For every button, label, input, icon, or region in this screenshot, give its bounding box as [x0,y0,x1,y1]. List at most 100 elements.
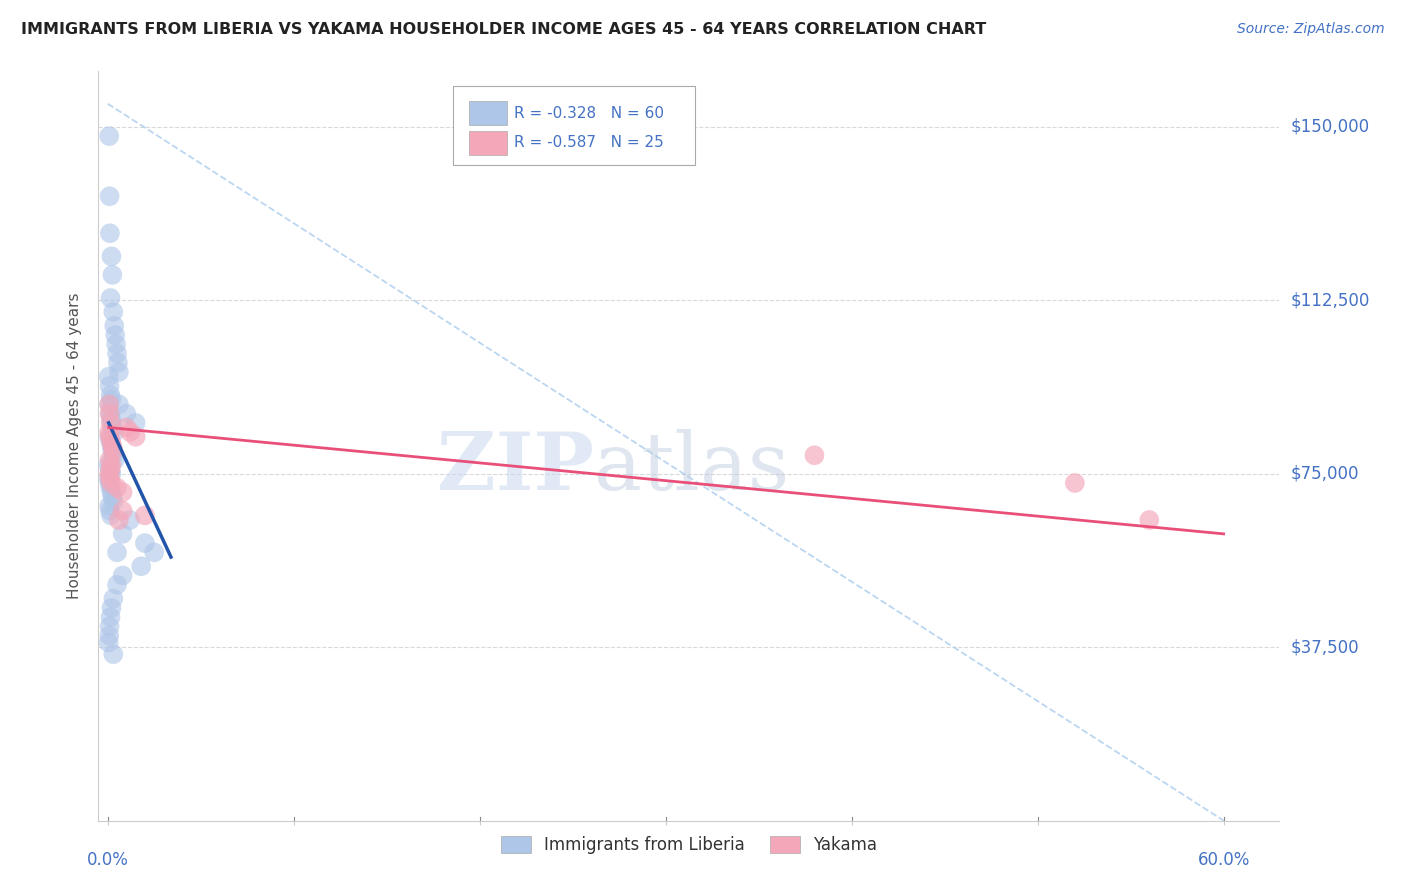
Point [97,458,120,472]
Point [105,337,128,351]
Point [98,499,121,513]
Point [100,481,122,495]
Text: $37,500: $37,500 [1291,638,1360,657]
Point [107,356,129,370]
Point [100,485,122,500]
Point [118,513,141,527]
Point [103,443,125,458]
Point [98,467,121,481]
Point [98,189,121,203]
Point [134,508,156,523]
Text: IMMIGRANTS FROM LIBERIA VS YAKAMA HOUSEHOLDER INCOME AGES 45 - 64 YEARS CORRELAT: IMMIGRANTS FROM LIBERIA VS YAKAMA HOUSEH… [21,22,987,37]
Point [108,513,131,527]
Point [105,545,128,559]
Point [101,490,124,504]
Point [100,392,122,407]
Point [101,268,124,282]
Point [100,416,122,430]
Point [100,610,122,624]
Point [98,407,121,421]
Point [98,129,121,144]
Point [100,434,122,449]
Point [103,494,125,508]
Text: Source: ZipAtlas.com: Source: ZipAtlas.com [1237,22,1385,37]
Point [111,485,134,500]
Point [1063,475,1085,490]
Point [108,397,131,411]
FancyBboxPatch shape [470,130,508,154]
Point [98,425,121,439]
Point [124,430,146,444]
FancyBboxPatch shape [470,102,508,125]
Point [1137,513,1160,527]
Point [134,536,156,550]
Point [98,430,121,444]
Point [101,443,124,458]
Text: $112,500: $112,500 [1291,292,1369,310]
Text: $75,000: $75,000 [1291,465,1360,483]
Point [101,439,124,453]
Point [101,420,124,434]
Point [98,226,121,240]
Point [98,619,121,633]
Point [98,629,121,643]
Point [98,504,121,518]
Point [115,420,138,434]
Point [103,647,125,661]
Point [104,328,127,343]
Point [129,559,152,574]
Point [100,411,122,425]
Point [100,475,122,490]
Point [111,568,134,582]
Point [100,465,122,479]
Point [100,439,122,453]
Point [105,578,128,592]
Point [803,448,825,462]
Point [105,481,128,495]
Point [100,434,122,449]
Point [103,425,125,439]
Point [104,453,127,467]
Text: ZIP: ZIP [437,429,595,508]
Point [98,453,121,467]
Point [108,365,131,379]
Point [103,305,125,319]
Point [100,249,122,263]
FancyBboxPatch shape [453,87,695,165]
Y-axis label: Householder Income Ages 45 - 64 years: Householder Income Ages 45 - 64 years [67,293,83,599]
Point [100,458,122,472]
Text: atlas: atlas [595,429,790,508]
Point [101,416,124,430]
Point [103,318,125,333]
Point [98,475,121,490]
Text: 0.0%: 0.0% [87,851,129,869]
Point [103,591,125,606]
Point [111,504,134,518]
Point [100,388,122,402]
Text: R = -0.587   N = 25: R = -0.587 N = 25 [515,135,664,150]
Point [98,471,121,485]
Legend: Immigrants from Liberia, Yakama: Immigrants from Liberia, Yakama [494,830,884,861]
Text: $150,000: $150,000 [1291,118,1369,136]
Text: 60.0%: 60.0% [1198,851,1250,869]
Point [100,291,122,305]
Point [97,369,120,384]
Point [100,600,122,615]
Point [103,448,125,462]
Point [98,379,121,393]
Point [98,462,121,476]
Point [98,430,121,444]
Point [100,508,122,523]
Point [118,425,141,439]
Point [97,471,120,485]
Point [143,545,166,559]
Point [100,467,122,481]
Text: R = -0.328   N = 60: R = -0.328 N = 60 [515,106,664,120]
Point [98,407,121,421]
Point [100,462,122,476]
Point [97,635,120,649]
Point [98,397,121,411]
Point [98,397,121,411]
Point [124,416,146,430]
Point [105,346,128,360]
